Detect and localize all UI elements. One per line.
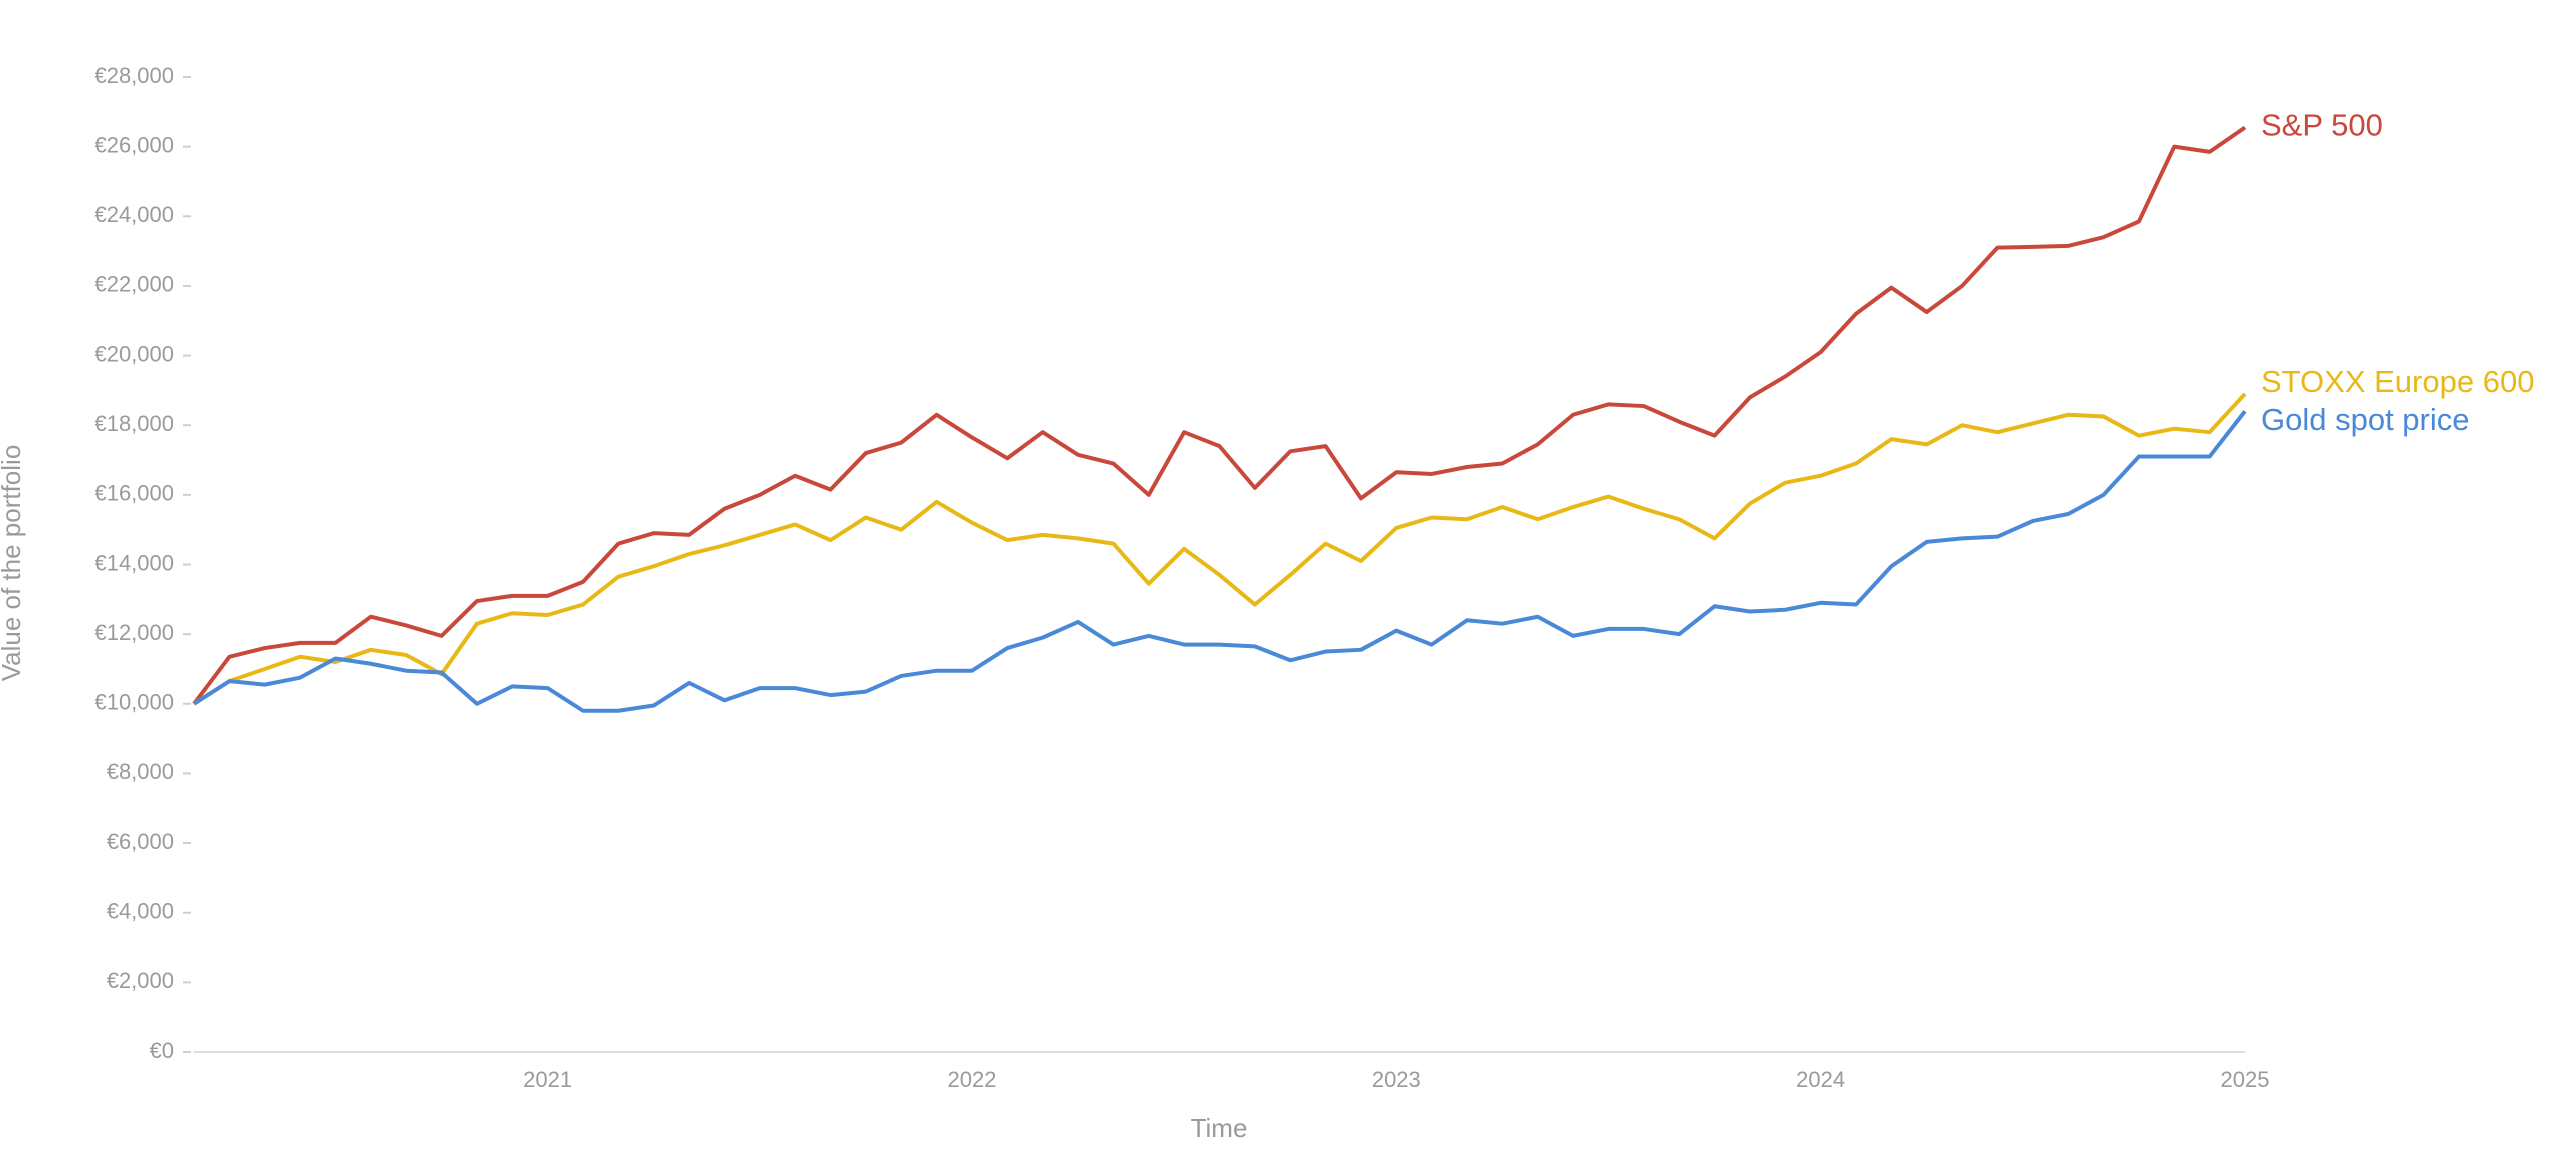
y-tick-label: €16,000 — [94, 481, 174, 506]
y-tick-label: €28,000 — [94, 63, 174, 88]
y-tick-label: €14,000 — [94, 550, 174, 575]
y-tick-label: €8,000 — [107, 759, 174, 784]
series-label: S&P 500 — [2261, 108, 2383, 143]
series-label: Gold spot price — [2261, 402, 2470, 437]
y-axis-title: Value of the portfolio — [0, 445, 26, 682]
y-tick-label: €24,000 — [94, 202, 174, 227]
series-label: STOXX Europe 600 — [2261, 364, 2534, 399]
series-line — [192, 125, 2247, 705]
x-axis-title: Time — [1191, 1113, 1248, 1143]
x-tick-label: 2025 — [2221, 1067, 2270, 1092]
x-tick-label: 2021 — [523, 1067, 572, 1092]
y-tick-label: €18,000 — [94, 411, 174, 436]
y-tick-label: €2,000 — [107, 968, 174, 993]
y-tick-label: €6,000 — [107, 829, 174, 854]
y-tick-label: €22,000 — [94, 272, 174, 297]
x-tick-label: 2022 — [947, 1067, 996, 1092]
y-tick-label: €4,000 — [107, 899, 174, 924]
y-tick-label: €20,000 — [94, 341, 174, 366]
series-line — [192, 392, 2247, 706]
y-tick-label: €10,000 — [94, 690, 174, 715]
y-tick-label: €0 — [150, 1038, 174, 1063]
x-tick-label: 2023 — [1372, 1067, 1421, 1092]
y-tick-label: €12,000 — [94, 620, 174, 645]
x-tick-label: 2024 — [1796, 1067, 1845, 1092]
series-line — [192, 410, 2247, 713]
y-tick-label: €26,000 — [94, 132, 174, 157]
